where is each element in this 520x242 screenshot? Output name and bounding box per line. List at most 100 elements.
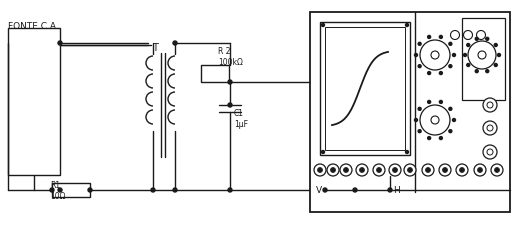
Circle shape (389, 164, 401, 176)
Circle shape (467, 44, 470, 46)
Bar (310, 12, 510, 212)
Circle shape (340, 164, 352, 176)
Circle shape (452, 53, 456, 56)
Circle shape (449, 65, 452, 68)
Bar (462, 18, 505, 100)
Circle shape (486, 70, 489, 73)
Circle shape (314, 164, 326, 176)
Circle shape (452, 119, 456, 121)
Text: C1
1µF: C1 1µF (234, 109, 248, 129)
Circle shape (494, 63, 497, 67)
Circle shape (420, 40, 450, 70)
Text: V: V (316, 186, 322, 195)
Circle shape (478, 51, 486, 59)
Circle shape (393, 167, 397, 173)
Circle shape (418, 130, 421, 133)
Circle shape (228, 188, 232, 192)
Circle shape (449, 107, 452, 110)
Circle shape (439, 136, 443, 140)
Circle shape (414, 53, 418, 56)
Circle shape (439, 35, 443, 38)
Circle shape (353, 188, 357, 192)
Circle shape (418, 65, 421, 68)
Circle shape (427, 136, 431, 140)
Circle shape (427, 35, 431, 38)
Circle shape (449, 130, 452, 133)
Circle shape (376, 167, 382, 173)
Bar (325, 27, 405, 150)
Circle shape (477, 167, 483, 173)
Circle shape (321, 151, 324, 153)
Circle shape (494, 44, 497, 46)
Circle shape (404, 164, 416, 176)
Circle shape (50, 188, 54, 192)
Text: R1
10Ω: R1 10Ω (50, 181, 66, 201)
Circle shape (420, 105, 450, 135)
Circle shape (487, 149, 493, 155)
Circle shape (449, 42, 452, 45)
Circle shape (321, 23, 324, 27)
Circle shape (486, 37, 489, 40)
Circle shape (173, 41, 177, 45)
Circle shape (58, 188, 62, 192)
Circle shape (491, 164, 503, 176)
Circle shape (414, 119, 418, 121)
Circle shape (228, 103, 232, 107)
Circle shape (327, 164, 339, 176)
Circle shape (483, 98, 497, 112)
Circle shape (476, 30, 486, 39)
Circle shape (450, 30, 460, 39)
Circle shape (318, 167, 322, 173)
Circle shape (460, 167, 464, 173)
Circle shape (483, 121, 497, 135)
Circle shape (425, 167, 431, 173)
Circle shape (495, 167, 500, 173)
Circle shape (418, 42, 421, 45)
Circle shape (474, 164, 486, 176)
Circle shape (463, 53, 466, 56)
Circle shape (468, 41, 496, 69)
Circle shape (456, 164, 468, 176)
Circle shape (58, 41, 62, 45)
Circle shape (475, 37, 478, 40)
Circle shape (439, 100, 443, 103)
Circle shape (373, 164, 385, 176)
Text: R 2
100kΩ: R 2 100kΩ (218, 47, 243, 67)
Text: T: T (152, 43, 158, 53)
Circle shape (173, 188, 177, 192)
Circle shape (388, 188, 392, 192)
Circle shape (475, 70, 478, 73)
Circle shape (344, 167, 348, 173)
Circle shape (228, 80, 232, 84)
Circle shape (422, 164, 434, 176)
Circle shape (359, 167, 365, 173)
Circle shape (427, 100, 431, 103)
Circle shape (439, 164, 451, 176)
Circle shape (406, 23, 409, 27)
Bar (8, 28, 60, 175)
Circle shape (431, 116, 439, 124)
Circle shape (467, 63, 470, 67)
Bar (52, 183, 90, 197)
Circle shape (427, 72, 431, 75)
Bar (320, 22, 410, 155)
Circle shape (151, 188, 155, 192)
Circle shape (88, 188, 92, 192)
Circle shape (418, 107, 421, 110)
Circle shape (323, 188, 327, 192)
Circle shape (463, 30, 473, 39)
Circle shape (487, 102, 493, 108)
Circle shape (439, 72, 443, 75)
Circle shape (431, 51, 439, 59)
Text: FONTE C.A.: FONTE C.A. (8, 22, 59, 31)
Circle shape (408, 167, 412, 173)
Bar (201, 65, 229, 82)
Text: H: H (393, 186, 400, 195)
Circle shape (331, 167, 335, 173)
Circle shape (406, 151, 409, 153)
Circle shape (483, 145, 497, 159)
Circle shape (487, 125, 493, 131)
Circle shape (356, 164, 368, 176)
Circle shape (443, 167, 448, 173)
Circle shape (498, 53, 500, 56)
